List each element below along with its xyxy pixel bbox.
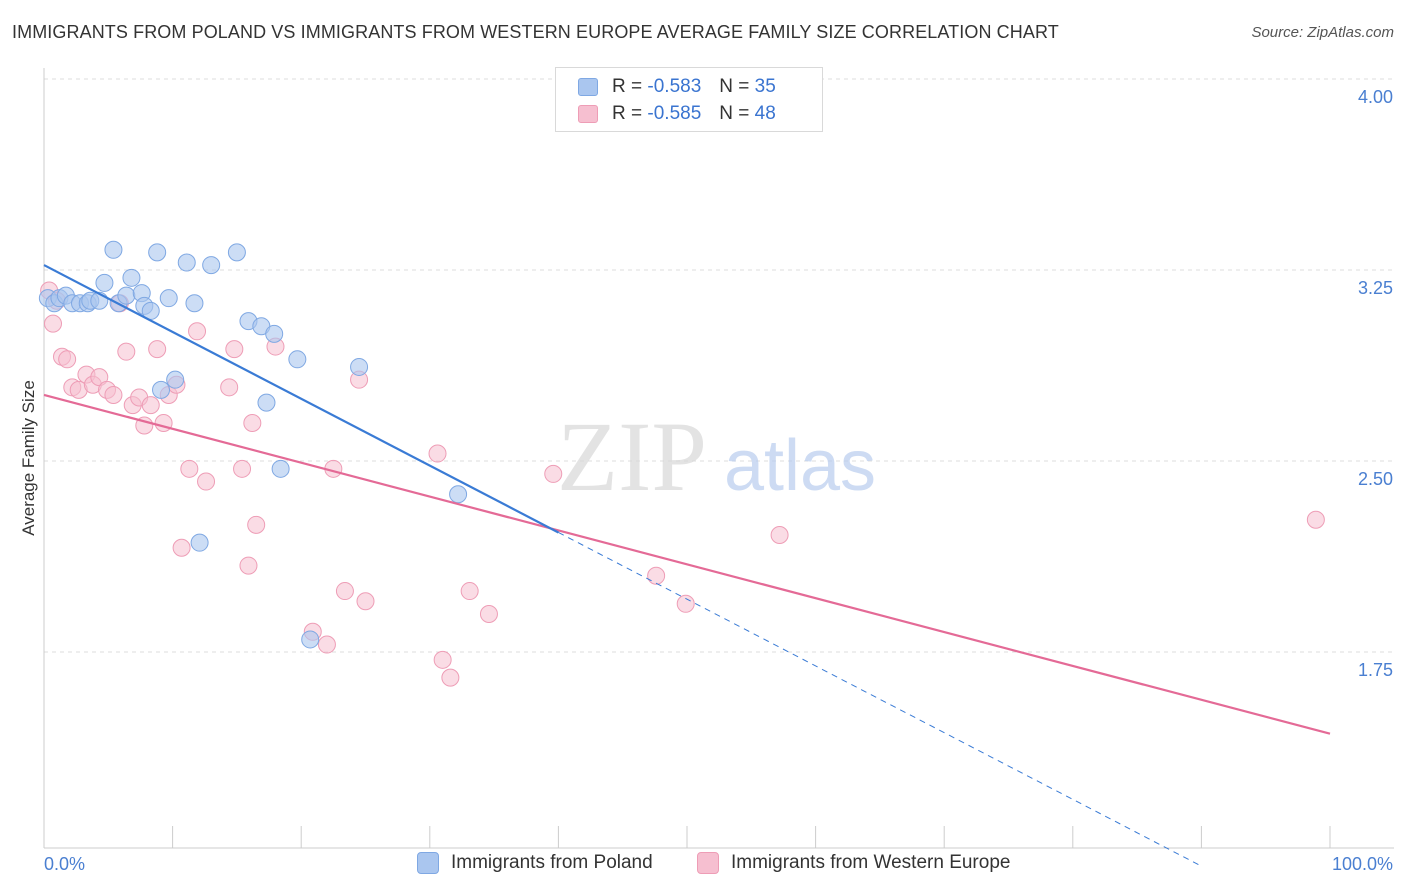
data-point-western-europe [247,515,266,534]
y-axis-label: Average Family Size [19,380,38,536]
n-label: N = [719,76,750,97]
legend-label-poland: Immigrants from Poland [451,852,653,873]
data-point-poland [166,370,185,389]
data-point-western-europe [58,350,77,369]
data-point-western-europe [647,566,666,585]
data-point-western-europe [220,378,239,397]
data-point-poland [117,286,136,305]
correlation-legend: R = -0.583 N = 35 R = -0.585 N = 48 [555,67,823,132]
data-point-western-europe [239,556,258,575]
data-point-western-europe [104,385,123,404]
y-tick-label: 4.00 [1358,87,1393,107]
y-tick-label: 2.50 [1358,469,1393,489]
r-label: R = [612,103,643,124]
data-point-western-europe [544,464,563,483]
axes [43,68,1394,849]
data-point-western-europe [233,459,252,478]
y-tick-labels: 1.75 2.50 3.25 4.00 [1358,87,1393,680]
data-point-western-europe [770,526,789,545]
data-point-western-europe [428,444,447,463]
data-point-poland [152,380,171,399]
series-western-europe-points [40,281,1325,687]
data-point-western-europe [441,668,460,687]
r-value: -0.583 [647,76,702,97]
x-tick-label: 0.0% [44,854,85,874]
data-point-poland [227,243,246,262]
data-point-western-europe [317,635,336,654]
legend-label-western-europe: Immigrants from Western Europe [731,852,1011,873]
data-point-western-europe [172,538,191,557]
trendline-western-europe [43,393,1331,735]
legend-item-western-europe[interactable]: Immigrants from Western Europe [697,852,1010,874]
legend-row-poland: R = -0.583 N = 35 [578,75,776,99]
data-point-poland [271,459,290,478]
n-value: 48 [754,103,776,124]
data-point-western-europe [243,413,262,432]
data-point-poland [350,357,369,376]
n-label: N = [719,103,750,124]
poland-swatch [578,78,598,96]
western-europe-swatch [578,105,598,123]
data-point-poland [95,273,114,292]
data-point-western-europe [335,582,354,601]
data-point-western-europe [676,594,695,613]
data-point-western-europe [460,582,479,601]
watermark-atlas: atlas [724,426,876,506]
legend-item-poland[interactable]: Immigrants from Poland [417,852,653,874]
trendline-poland [43,264,559,534]
data-point-poland [159,289,178,308]
data-point-western-europe [148,340,167,359]
x-tick-label: 100.0% [1332,854,1393,874]
data-point-poland [104,240,123,259]
r-label: R = [612,76,643,97]
poland-legend-swatch [417,852,439,874]
data-point-poland [177,253,196,272]
data-point-western-europe [479,604,498,623]
western-europe-legend-swatch [697,852,719,874]
x-tick-labels: 0.0% 100.0% [44,854,1393,874]
r-value: -0.585 [647,103,702,124]
trendlines [43,264,1331,867]
data-point-western-europe [225,340,244,359]
data-point-poland [202,256,221,275]
data-point-poland [122,268,141,287]
data-point-poland [301,630,320,649]
data-point-western-europe [433,650,452,669]
data-point-western-europe [188,322,207,341]
y-tick-label: 1.75 [1358,660,1393,680]
watermark: ZIP atlas [557,401,876,512]
data-point-western-europe [1306,510,1325,529]
series-poland-points [38,240,468,649]
data-point-poland [148,243,167,262]
data-point-poland [257,393,276,412]
data-point-western-europe [117,342,136,361]
data-point-western-europe [197,472,216,491]
data-point-poland [185,294,204,313]
n-value: 35 [754,76,776,97]
y-tick-label: 3.25 [1358,278,1393,298]
data-point-poland [288,350,307,369]
trendline-poland-extension [558,532,1202,867]
data-point-western-europe [44,314,63,333]
data-point-poland [449,485,468,504]
watermark-zip: ZIP [557,401,707,512]
data-point-western-europe [141,396,160,415]
chart-title: IMMIGRANTS FROM POLAND VS IMMIGRANTS FRO… [12,22,1059,42]
source-note: Source: ZipAtlas.com [1251,24,1394,41]
data-point-western-europe [356,592,375,611]
data-point-poland [190,533,209,552]
legend-row-western-europe: R = -0.585 N = 48 [578,102,776,126]
data-point-poland [265,324,284,343]
data-point-western-europe [180,459,199,478]
